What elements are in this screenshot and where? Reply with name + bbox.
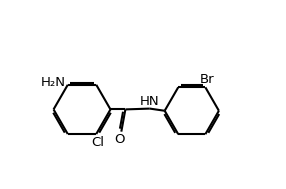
Text: O: O	[114, 133, 125, 146]
Text: HN: HN	[140, 94, 160, 108]
Text: Cl: Cl	[91, 136, 104, 149]
Text: H₂N: H₂N	[40, 76, 65, 89]
Text: Br: Br	[199, 73, 214, 86]
